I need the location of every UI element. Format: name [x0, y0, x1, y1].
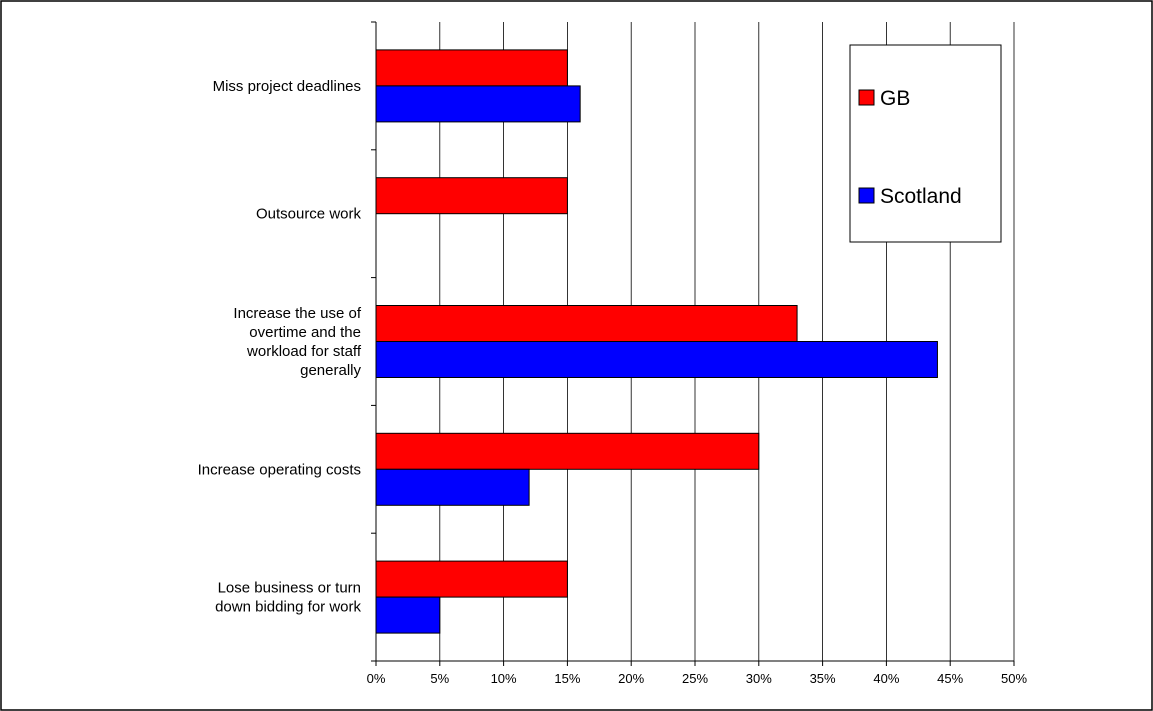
legend-label-scotland: Scotland: [880, 185, 962, 208]
x-tick-label: 50%: [1001, 671, 1027, 686]
axes: [371, 21, 1015, 666]
legend-box: [849, 44, 1002, 243]
x-tick-label: 45%: [937, 671, 963, 686]
category-label: Outsource work: [256, 206, 362, 223]
legend-label-gb: GB: [880, 87, 910, 110]
x-tick-labels: 0% 5% 10% 15% 20% 25% 30% 35% 40% 45% 50%: [367, 671, 1028, 686]
category-label: Increase operating costs: [198, 461, 361, 478]
x-tick-label: 15%: [554, 671, 580, 686]
bar-scotland-3: [375, 468, 530, 506]
x-tick-label: 0%: [367, 671, 386, 686]
category-label: Lose business or turn down bidding for wo…: [215, 580, 361, 616]
bar-gb-4: [375, 560, 568, 598]
category-label: Miss project deadlines: [213, 78, 361, 95]
bar-scotland-4: [375, 596, 441, 634]
bar-scotland-0: [375, 85, 581, 123]
legend: GB Scotland: [849, 44, 1002, 243]
bar-gb-3: [375, 432, 760, 470]
bars: [375, 49, 938, 634]
x-tick-label: 20%: [618, 671, 644, 686]
x-tick-label: 10%: [491, 671, 517, 686]
category-labels: Miss project deadlines Outsource work Incr…: [198, 78, 362, 616]
bar-gb-0: [375, 49, 568, 87]
bar-gb-2: [375, 305, 798, 342]
legend-swatch-scotland: [858, 187, 875, 204]
x-tick-label: 40%: [873, 671, 899, 686]
x-tick-label: 5%: [430, 671, 449, 686]
x-tick-label: 30%: [746, 671, 772, 686]
bar-scotland-2: [375, 341, 938, 378]
legend-swatch-gb: [858, 89, 875, 106]
bar-gb-1: [375, 177, 568, 215]
x-tick-label: 25%: [682, 671, 708, 686]
category-label: Increase the use of overtime and the workl…: [233, 305, 361, 379]
x-tick-label: 35%: [810, 671, 836, 686]
